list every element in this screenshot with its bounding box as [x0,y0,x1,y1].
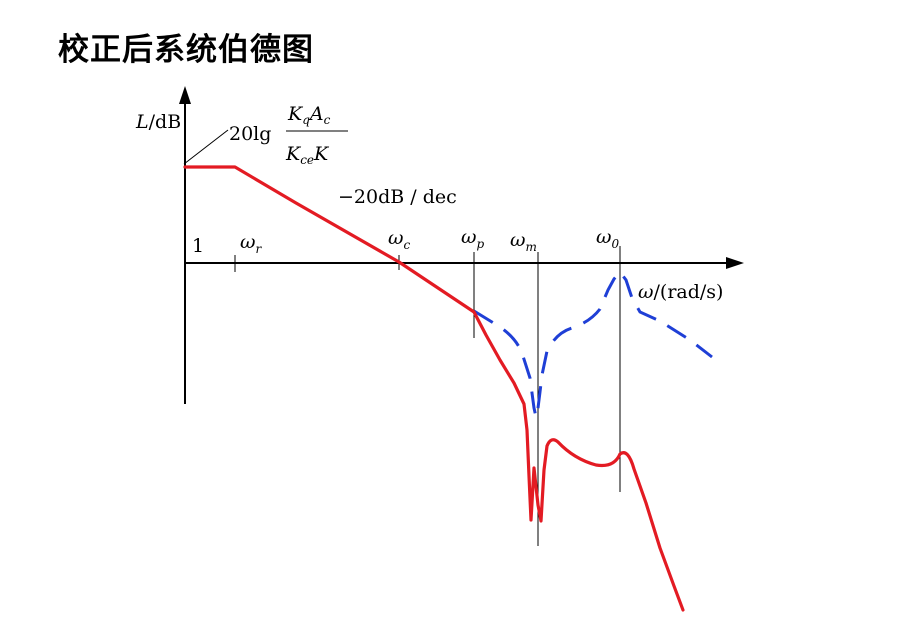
page-title: 校正后系统伯德图 [58,32,314,68]
omega-r-label: ωr [240,231,263,256]
omega-c-label: ωc [388,227,411,252]
omega-m-label: ωm [510,229,537,254]
omega-0-label: ω0 [596,226,620,251]
corrected-bode-curve [183,165,685,612]
formula-prefix: 20lg [229,123,271,145]
formula-numerator: KqAc [287,103,331,127]
y-axis-label: L/dB [135,111,181,133]
x-axis-label: ω/(rad/s) [638,281,723,303]
origin-tick-label: 1 [192,235,204,257]
formula-denominator: KceK [285,143,330,167]
gain-formula: 20lg KqAc KceK [183,103,348,167]
x-axis-arrow-icon [726,257,744,269]
guide-lines [234,246,621,546]
formula-leader-line [183,129,229,165]
uncorrected-dashed-curve [473,269,713,418]
y-axis-arrow-icon [179,86,191,104]
y-axis [179,86,191,404]
x-axis [185,257,744,269]
slope-label: −20dB / dec [338,186,457,208]
omega-p-label: ωp [461,226,485,251]
